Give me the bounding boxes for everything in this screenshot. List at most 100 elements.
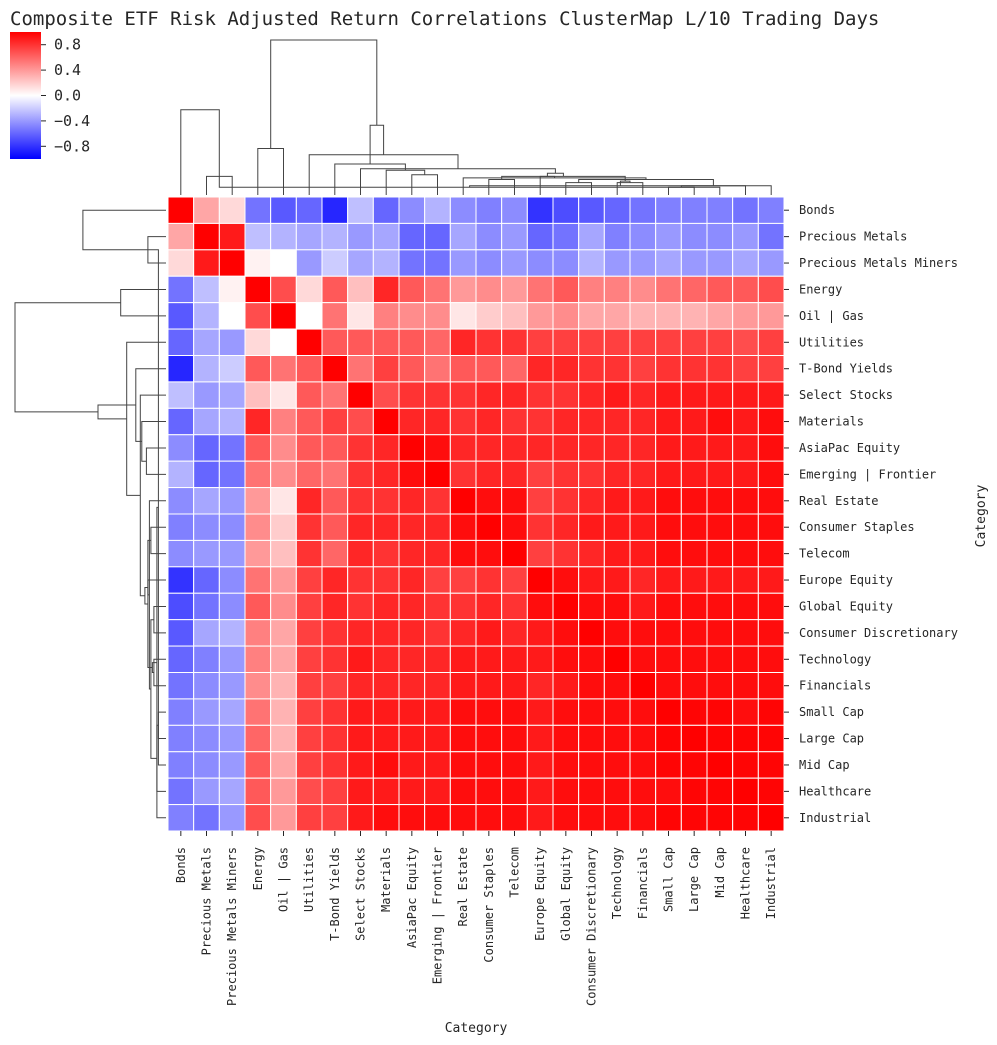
heatmap-cell (193, 355, 220, 383)
heatmap-cell (167, 592, 195, 621)
heatmap-cell (167, 355, 195, 383)
heatmap-cell (706, 619, 734, 647)
heatmap-cell (706, 539, 734, 568)
colorbar-tick-label: 0.4 (54, 61, 81, 79)
heatmap-cell (501, 275, 528, 304)
heatmap-cell (321, 381, 349, 409)
heatmap-cell (655, 460, 682, 489)
row-dendrogram-link (141, 421, 166, 462)
heatmap-cell (475, 513, 503, 541)
heatmap-cell (501, 539, 528, 568)
heatmap-cell (244, 804, 272, 832)
heatmap-cell (603, 460, 631, 489)
row-dendrogram-link (153, 606, 166, 634)
colorbar-tick-label: 0.0 (54, 87, 81, 105)
heatmap-cell (193, 539, 220, 568)
heatmap-cell (706, 724, 734, 753)
heatmap-cell (347, 355, 374, 383)
heatmap-cell (603, 724, 631, 753)
heatmap-cell (372, 672, 400, 700)
heatmap-cell (501, 407, 528, 436)
heatmap-cell (603, 592, 631, 621)
heatmap-cell (757, 355, 785, 383)
heatmap-cell (757, 302, 785, 330)
heatmap-cell (167, 698, 195, 726)
heatmap-cell (680, 355, 708, 383)
heatmap-cell (347, 222, 374, 251)
x-tick-label: AsiaPac Equity (405, 847, 419, 948)
heatmap-cell (244, 328, 272, 356)
column-dendrogram-link (257, 148, 284, 195)
colorbar-gradient (10, 32, 41, 159)
heatmap-cell (321, 434, 349, 462)
heatmap-cell (398, 513, 426, 541)
column-dendrogram-link (411, 174, 438, 195)
heatmap-cell (757, 645, 785, 674)
heatmap-cell (270, 196, 297, 224)
heatmap-cell (706, 777, 734, 806)
heatmap-cell (757, 434, 785, 462)
y-tick-label: Select Stocks (799, 388, 893, 402)
heatmap-cell (526, 698, 554, 726)
heatmap-cell (757, 487, 785, 515)
heatmap-cell (706, 513, 734, 541)
heatmap-cell (578, 592, 605, 621)
heatmap-cell (295, 196, 323, 224)
heatmap-cell (680, 328, 708, 356)
heatmap-cell (578, 539, 605, 568)
row-dendrogram-link (151, 662, 157, 673)
heatmap-cell (475, 777, 503, 806)
x-tick-label: Select Stocks (354, 847, 368, 941)
heatmap-cell (270, 381, 297, 409)
heatmap-cell (526, 592, 554, 621)
x-tick-label: Europe Equity (533, 847, 547, 941)
heatmap-cell (347, 249, 374, 277)
heatmap-cell (603, 513, 631, 541)
heatmap-cell (321, 513, 349, 541)
y-tick-label: Healthcare (799, 784, 871, 798)
heatmap-cell (475, 592, 503, 621)
y-tick-label: Energy (799, 282, 842, 296)
heatmap-cell (629, 777, 657, 806)
heatmap-cell (244, 434, 272, 462)
heatmap-cell (321, 619, 349, 647)
heatmap-cell (732, 222, 759, 251)
heatmap-cell (347, 539, 374, 568)
heatmap-cell (501, 698, 528, 726)
heatmap-cell (347, 566, 374, 594)
heatmap-cell (578, 487, 605, 515)
heatmap-cell (757, 592, 785, 621)
y-tick-label: Consumer Discretionary (799, 626, 958, 640)
y-tick-label: Europe Equity (799, 573, 893, 587)
heatmap-cell (732, 328, 759, 356)
heatmap-cell (449, 645, 477, 674)
x-tick-label: Consumer Discretionary (585, 847, 599, 1006)
heatmap-cell (501, 592, 528, 621)
heatmap-cell (218, 275, 246, 304)
heatmap-cell (193, 804, 220, 832)
heatmap-cell (424, 619, 451, 647)
heatmap-cell (321, 751, 349, 779)
heatmap-cell (424, 355, 451, 383)
heatmap-cell (218, 698, 246, 726)
column-dendrogram-link (180, 109, 220, 195)
heatmap-cell (501, 355, 528, 383)
x-tick-label: Global Equity (559, 847, 573, 941)
heatmap-cell (655, 645, 682, 674)
heatmap-cell (244, 592, 272, 621)
heatmap-cell (655, 328, 682, 356)
heatmap-cell (578, 196, 605, 224)
heatmap-cell (321, 724, 349, 753)
heatmap-cell (603, 645, 631, 674)
heatmap-cell (732, 539, 759, 568)
heatmap-cell (270, 249, 297, 277)
heatmap-cell (398, 539, 426, 568)
heatmap-cell (218, 672, 246, 700)
heatmap-cell (706, 434, 734, 462)
x-tick-label: Utilities (302, 847, 316, 912)
heatmap-cell (218, 407, 246, 436)
heatmap-cell (372, 724, 400, 753)
row-dendrogram (14, 209, 166, 819)
heatmap-cell (398, 724, 426, 753)
heatmap-grid (167, 196, 785, 832)
